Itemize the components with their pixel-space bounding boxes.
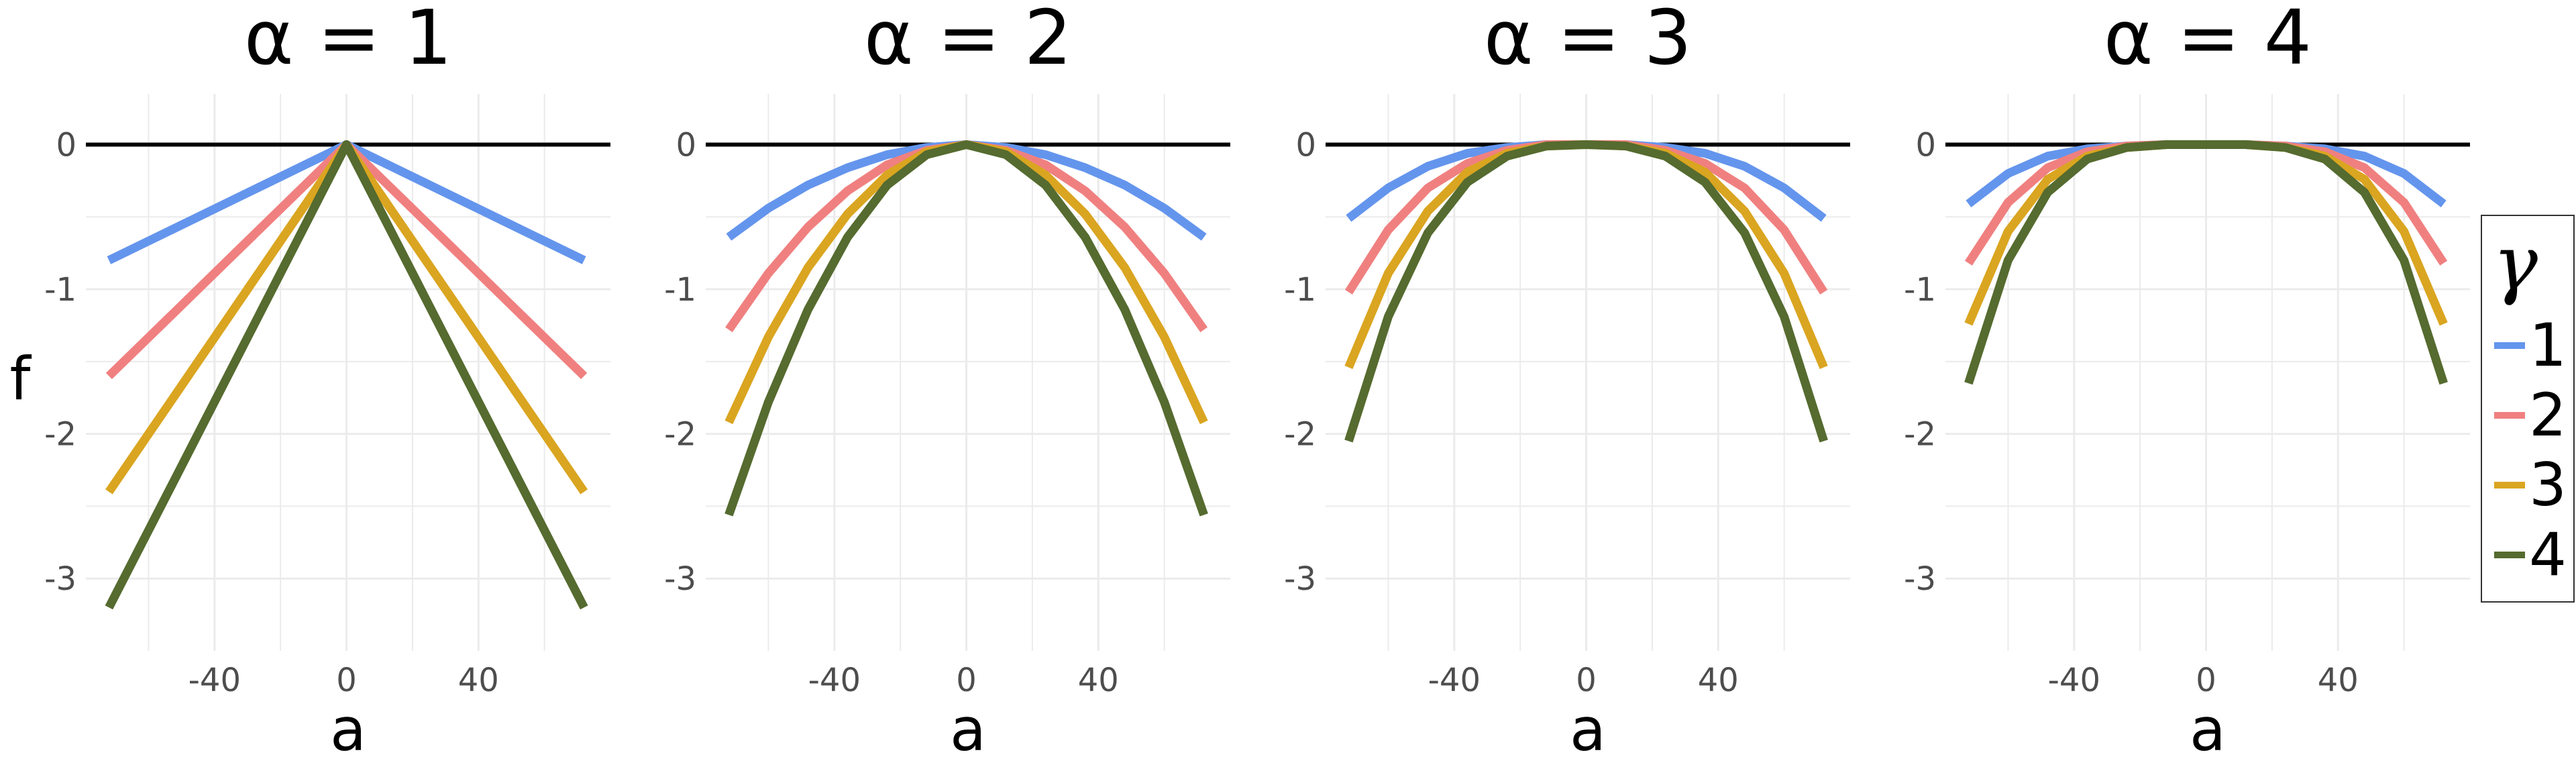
x-tick-label: 0 [956,662,977,699]
x-axis-title: a [950,695,986,764]
y-tick-label: -2 [44,416,76,454]
x-tick-label: -40 [2048,662,2100,699]
y-tick-label: -3 [664,560,696,598]
legend-key-4 [2494,552,2525,558]
y-tick-label: 0 [1915,126,1936,164]
panel-3: 0 -1 -2 -3 -40 0 40 α = 3 a [1284,0,1850,764]
x-tick-label: 0 [1576,662,1597,699]
y-tick-label: 0 [1295,126,1316,164]
panel-title: α = 2 [864,0,1072,82]
y-tick-label: -3 [44,560,76,598]
y-tick-label: -3 [1904,560,1936,598]
legend-title: γ [2493,220,2538,307]
x-tick-label: 40 [2318,662,2359,699]
x-tick-label: 40 [1698,662,1739,699]
x-axis-title: a [2190,695,2226,764]
x-tick-label: -40 [189,662,241,699]
legend-key-1 [2494,342,2525,349]
panel-1: 0 -1 -2 -3 -40 0 40 α = 1 a [44,0,610,764]
y-tick-label: -3 [1284,560,1316,598]
x-axis-title: a [1570,695,1606,764]
y-tick-label: -1 [1904,271,1936,309]
y-tick-label: -1 [664,271,696,309]
series-line-gamma-4 [105,140,588,610]
panel-title: α = 3 [1484,0,1692,82]
series-line-gamma-4 [1964,140,2448,385]
legend-key-3 [2494,482,2525,488]
y-tick-label: -2 [1284,416,1316,454]
y-tick-label: -2 [1904,416,1936,454]
y-tick-label: 0 [676,126,696,164]
y-tick-label: 0 [56,126,76,164]
y-tick-label: -1 [44,271,76,309]
panel-4: 0 -1 -2 -3 -40 0 40 α = 4 a [1904,0,2470,764]
legend-key-2 [2494,412,2525,419]
legend-item-1: 1 [2494,315,2575,376]
x-tick-label: 40 [458,662,499,699]
legend-item-2: 2 [2494,385,2575,446]
y-tick-label: -2 [664,416,696,454]
panel-title: α = 4 [2104,0,2312,82]
x-tick-label: -40 [808,662,861,699]
legend-label-3: 3 [2529,450,2567,519]
panel-2: 0 -1 -2 -3 -40 0 40 α = 2 a [664,0,1230,764]
legend: γ 1 2 3 4 [2481,215,2575,603]
x-tick-label: 0 [2196,662,2216,699]
legend-label-1: 1 [2529,311,2567,380]
x-tick-label: 0 [336,662,357,699]
legend-label-4: 4 [2529,520,2567,589]
panels: 0-1-2-3-40 0 40α = 1a0-1-2-3-40 0 40α = 2a0-… [44,0,2470,764]
y-tick-label: -1 [1284,271,1316,309]
legend-item-4: 4 [2494,525,2575,585]
panel-title: α = 1 [244,0,452,82]
x-tick-label: -40 [1428,662,1481,699]
x-axis-title: a [330,695,366,764]
series-line-gamma-4 [1344,140,1828,443]
x-tick-label: 40 [1078,662,1119,699]
series-line-gamma-4 [724,140,1208,517]
legend-label-2: 2 [2529,380,2567,450]
legend-item-3: 3 [2494,455,2575,515]
y-axis-title: f [10,344,32,413]
